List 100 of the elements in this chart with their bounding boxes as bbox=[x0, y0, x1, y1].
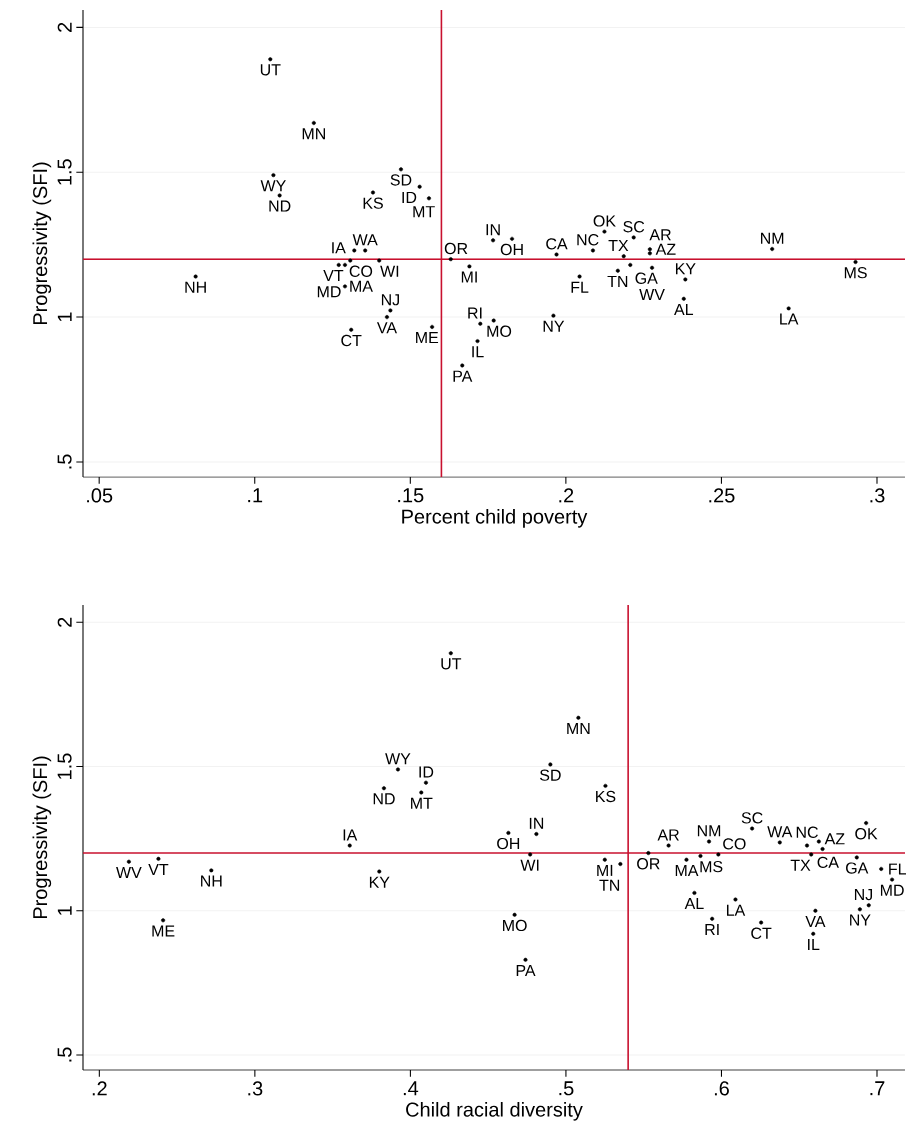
point bbox=[603, 783, 608, 788]
point bbox=[377, 869, 382, 874]
x-tick-label: .5 bbox=[559, 1081, 574, 1096]
point bbox=[759, 920, 764, 925]
data-label: MT bbox=[411, 797, 433, 809]
data-label: CO bbox=[723, 838, 746, 850]
x-tick-label: .7 bbox=[870, 1081, 885, 1096]
point bbox=[857, 907, 862, 912]
data-label: NC bbox=[796, 826, 818, 838]
data-label: AZ bbox=[655, 243, 676, 255]
point bbox=[647, 247, 652, 252]
data-label: VA bbox=[376, 322, 398, 334]
data-label: CO bbox=[349, 265, 373, 277]
data-label: WA bbox=[352, 234, 378, 246]
data-label: FL bbox=[571, 281, 589, 293]
y-tick-label: 1.5 bbox=[57, 753, 72, 779]
point bbox=[491, 238, 496, 243]
point bbox=[646, 851, 651, 856]
data-label: RI bbox=[705, 924, 719, 936]
point bbox=[684, 857, 689, 862]
point bbox=[419, 790, 424, 795]
y-tick-label: 1.5 bbox=[57, 159, 72, 185]
data-label: SC bbox=[623, 221, 645, 233]
point bbox=[467, 264, 472, 269]
y-tick-label: 2 bbox=[57, 22, 72, 32]
point bbox=[750, 826, 755, 831]
x-tick-label: .3 bbox=[248, 1081, 263, 1096]
point bbox=[528, 852, 533, 857]
data-label: AR bbox=[657, 829, 679, 841]
point bbox=[512, 912, 517, 917]
data-label: ME bbox=[416, 332, 439, 344]
point bbox=[879, 866, 884, 871]
data-label: IL bbox=[472, 346, 484, 358]
point bbox=[523, 957, 528, 962]
point bbox=[576, 715, 581, 720]
data-label: TN bbox=[607, 275, 628, 287]
point bbox=[271, 173, 276, 178]
point bbox=[395, 767, 400, 772]
point bbox=[448, 651, 453, 656]
point bbox=[681, 296, 686, 301]
data-label: ND bbox=[373, 793, 395, 805]
point bbox=[388, 308, 393, 313]
data-label: IA bbox=[343, 829, 358, 841]
data-label: WA bbox=[767, 826, 793, 838]
data-label: CT bbox=[341, 334, 362, 347]
point bbox=[890, 877, 895, 882]
point bbox=[628, 262, 633, 267]
point bbox=[426, 196, 431, 201]
x-axis-title: Percent child poverty bbox=[402, 509, 588, 528]
data-label: CT bbox=[751, 927, 772, 939]
point bbox=[590, 248, 595, 253]
x-tick-label: .25 bbox=[709, 488, 735, 503]
y-tick-label: .5 bbox=[57, 1047, 72, 1062]
point bbox=[268, 57, 273, 62]
data-label: CA bbox=[817, 856, 839, 869]
point bbox=[805, 843, 810, 848]
point bbox=[551, 313, 556, 318]
data-label: FL bbox=[889, 863, 906, 875]
point bbox=[621, 254, 626, 259]
point bbox=[816, 839, 821, 844]
data-label: ME bbox=[152, 925, 175, 937]
point bbox=[384, 315, 389, 320]
x-tick-label: .05 bbox=[87, 488, 113, 503]
data-label: KS bbox=[596, 790, 616, 803]
data-label: MN bbox=[302, 128, 325, 140]
point bbox=[347, 843, 352, 848]
y-axis-title: Progressivity (SFI) bbox=[32, 756, 52, 919]
point bbox=[631, 235, 636, 240]
point bbox=[811, 931, 816, 936]
point bbox=[398, 167, 403, 172]
data-label: OH bbox=[497, 837, 520, 850]
data-label: OK bbox=[855, 828, 878, 840]
data-label: IN bbox=[529, 817, 544, 829]
point bbox=[277, 193, 282, 198]
data-label: IA bbox=[332, 242, 346, 254]
point bbox=[417, 184, 422, 189]
point bbox=[733, 897, 738, 902]
point bbox=[342, 262, 347, 267]
y-tick-label: .5 bbox=[57, 454, 72, 469]
data-label: NJ bbox=[854, 889, 873, 901]
data-label: WV bbox=[116, 866, 142, 878]
data-label: OK bbox=[593, 215, 616, 227]
data-label: NJ bbox=[381, 294, 399, 306]
point bbox=[710, 916, 715, 921]
data-label: NH bbox=[185, 281, 206, 293]
data-label: OR bbox=[444, 242, 468, 255]
data-label: AL bbox=[674, 304, 694, 315]
data-label: GA bbox=[846, 862, 869, 874]
point bbox=[602, 857, 607, 862]
x-axis-title: Child racial diversity bbox=[406, 1102, 583, 1121]
data-label: NM bbox=[697, 825, 721, 837]
point bbox=[370, 190, 375, 195]
data-label: WV bbox=[639, 289, 665, 300]
x-tick-label: .2 bbox=[559, 488, 574, 503]
data-label: MD bbox=[317, 286, 341, 298]
data-label: NM bbox=[761, 232, 784, 244]
data-label: MO bbox=[503, 919, 527, 932]
point bbox=[716, 852, 721, 857]
x-tick-label: .3 bbox=[870, 488, 885, 503]
point bbox=[650, 265, 655, 270]
